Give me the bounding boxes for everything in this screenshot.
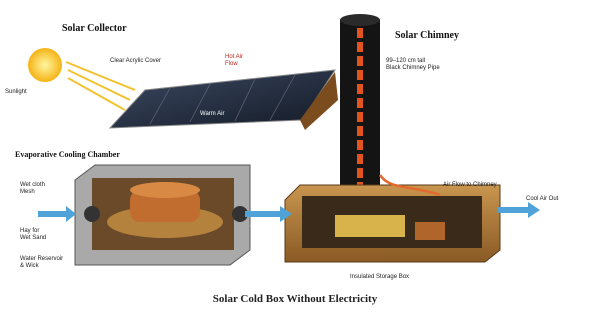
label: Cool Air Out: [526, 196, 559, 202]
clay-pot-rim: [130, 182, 200, 198]
label: Sunlight: [5, 89, 27, 95]
section-title: Evaporative Cooling Chamber: [15, 150, 120, 159]
label: Clear Acrylic Cover: [110, 58, 161, 64]
food-item: [335, 215, 405, 237]
label: Cool Air In: [250, 224, 278, 230]
chimney-top: [340, 14, 380, 26]
sun-rays: [66, 62, 135, 110]
diagram-title: Solar Cold Box Without Electricity: [213, 293, 378, 305]
diagram: Solar Collector Solar Chimney Evaporativ…: [0, 0, 589, 313]
label: Air Flow to Chimney: [443, 182, 497, 188]
label: Warm Air: [200, 111, 224, 117]
section-title: Solar Chimney: [395, 30, 459, 41]
section-title: Solar Collector: [62, 23, 127, 34]
label: Water Reservoir& Wick: [20, 256, 63, 269]
mesh-inlet: [84, 206, 100, 222]
sun: [28, 48, 62, 82]
food-item: [415, 222, 445, 240]
label: Insulated Storage Box: [350, 274, 409, 280]
